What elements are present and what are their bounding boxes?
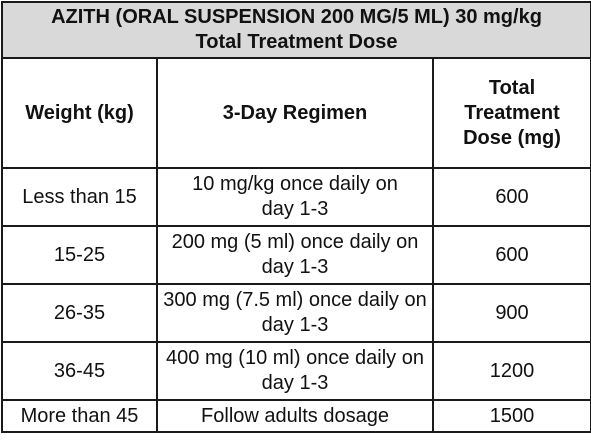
weight-cell: 15-25: [1, 225, 158, 285]
weight-cell: 26-35: [1, 283, 158, 343]
dose-cell: 1200: [431, 341, 591, 401]
dose-cell: 600: [431, 167, 591, 227]
table-row: 26-35 300 mg (7.5 ml) once daily on day …: [1, 283, 591, 343]
table-row: Less than 15 10 mg/kg once daily on day …: [1, 167, 591, 227]
regimen-cell: 300 mg (7.5 ml) once daily on day 1-3: [156, 283, 434, 343]
weight-cell: 36-45: [1, 341, 158, 401]
table-row: More than 45 Follow adults dosage 1500: [1, 399, 591, 433]
table-row: 36-45 400 mg (10 ml) once daily on day 1…: [1, 341, 591, 401]
dose-cell: 1500: [431, 399, 591, 433]
table-title: AZITH (ORAL SUSPENSION 200 MG/5 ML) 30 m…: [0, 1, 591, 59]
dose-cell: 600: [431, 225, 591, 285]
regimen-cell: 10 mg/kg once daily on day 1-3: [156, 167, 434, 227]
header-total-dose: Total Treatment Dose (mg): [431, 57, 591, 169]
table-title-line-1: AZITH (ORAL SUSPENSION 200 MG/5 ML) 30 m…: [51, 6, 542, 28]
title-row: AZITH (ORAL SUSPENSION 200 MG/5 ML) 30 m…: [0, 1, 591, 59]
regimen-cell: 400 mg (10 ml) once daily on day 1-3: [156, 341, 434, 401]
dose-cell: 900: [431, 283, 591, 343]
regimen-cell: 200 mg (5 ml) once daily on day 1-3: [156, 225, 434, 285]
table-row: 15-25 200 mg (5 ml) once daily on day 1-…: [1, 225, 591, 285]
weight-cell: More than 45: [1, 399, 158, 433]
regimen-cell: Follow adults dosage: [156, 399, 434, 433]
dosage-table: AZITH (ORAL SUSPENSION 200 MG/5 ML) 30 m…: [0, 1, 591, 433]
header-regimen: 3-Day Regimen: [156, 57, 434, 169]
table-title-line-2: Total Treatment Dose: [195, 31, 398, 53]
header-weight: Weight (kg): [1, 57, 158, 169]
header-row: Weight (kg) 3-Day Regimen Total Treatmen…: [1, 57, 591, 169]
weight-cell: Less than 15: [1, 167, 158, 227]
